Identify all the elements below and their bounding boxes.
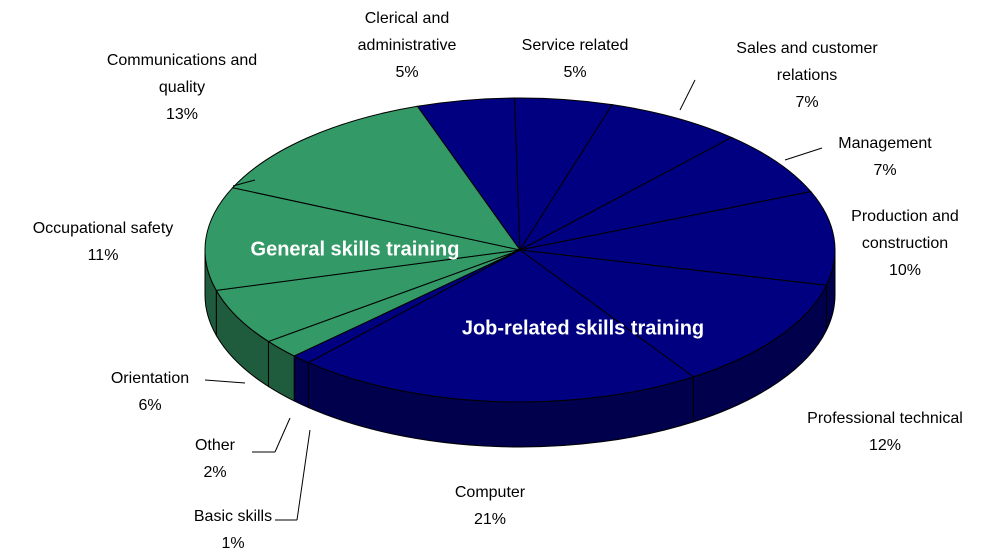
label-value: 6% [138, 397, 162, 414]
leader-line [232, 179, 256, 187]
label-name: Production and construction [851, 208, 959, 252]
label-name: Communications and quality [106, 52, 258, 96]
slice [204, 187, 521, 291]
label-name: Orientation [110, 370, 190, 387]
slice-label: Orientation 6% [90, 365, 210, 419]
slice [215, 249, 521, 343]
slice [518, 104, 733, 252]
label-name: Clerical and administrative [357, 10, 457, 54]
slice-label: Service related 5% [495, 32, 655, 86]
label-value: 12% [868, 437, 902, 454]
slice-label: Production and construction 10% [835, 203, 975, 284]
slice-side [293, 355, 309, 409]
label-name: Management [838, 135, 932, 152]
label-name: Service related [521, 37, 629, 54]
slice [519, 191, 836, 286]
slice-label: Management 7% [815, 130, 955, 184]
label-name: Other [194, 437, 235, 454]
slice [519, 136, 812, 251]
label-value: 21% [473, 511, 507, 528]
slice-label: Basic skills 1% [163, 503, 303, 550]
label-value: 2% [203, 464, 227, 481]
leader-line [274, 417, 291, 453]
slice [518, 249, 828, 378]
label-name: Occupational safety [32, 220, 174, 237]
label-value: 7% [873, 162, 897, 179]
label-value: 13% [165, 106, 199, 123]
leader-line [204, 379, 246, 384]
label-value: 1% [221, 535, 245, 550]
label-value: 7% [795, 94, 819, 111]
slice-label: Communications and quality 13% [92, 47, 272, 128]
label-name: Basic skills [193, 508, 273, 525]
slice-label: Occupational safety 11% [3, 215, 203, 269]
label-name: Computer [454, 484, 526, 501]
label-value: 5% [563, 64, 587, 81]
slice-label: Other 2% [165, 432, 265, 486]
slice-label: Clerical and administrative 5% [342, 5, 472, 86]
leader-line [679, 79, 696, 111]
leader-line [784, 147, 823, 161]
label-value: 5% [395, 64, 419, 81]
label-name: Professional technical [807, 410, 963, 427]
slice-label: Sales and customer relations 7% [727, 35, 887, 116]
leader-line [296, 429, 311, 521]
group-label: Job-related skills training [462, 317, 704, 339]
slice-label: Professional technical 12% [765, 405, 993, 459]
label-name: Sales and customer relations [736, 40, 878, 84]
label-value: 10% [888, 262, 922, 279]
slice [307, 249, 695, 403]
slice [231, 105, 522, 251]
label-value: 11% [87, 247, 119, 264]
group-label: General skills training [251, 238, 460, 260]
slice-label: Computer 21% [420, 479, 560, 533]
